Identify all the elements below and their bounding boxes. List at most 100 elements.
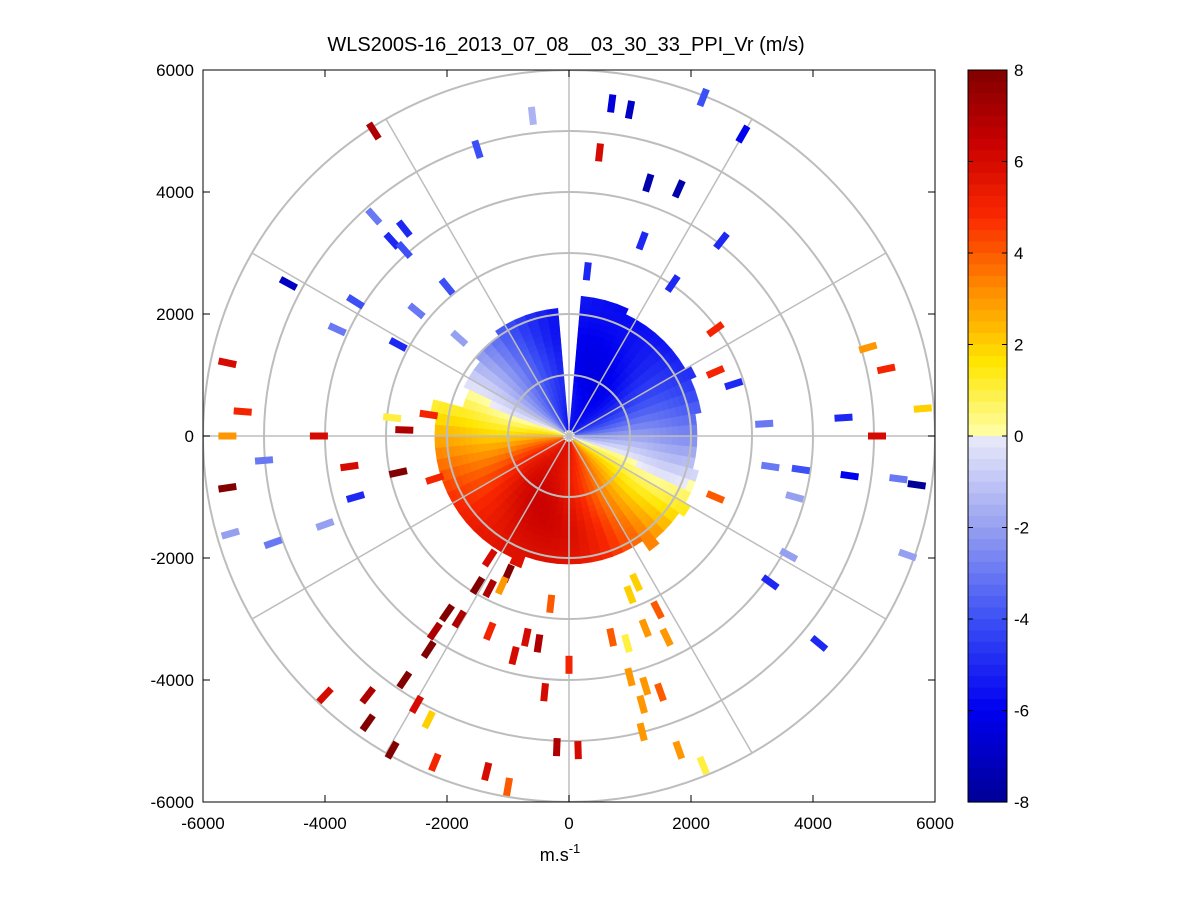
azimuth-spoke xyxy=(568,252,887,437)
core-cell xyxy=(559,538,570,547)
scatter-return xyxy=(384,740,400,760)
axes-ticks: -6000 -4000 -2000 0 2000 4000 6000 6000 4000 2000… xyxy=(151,61,954,833)
core-cell xyxy=(647,428,655,437)
x-tick-label: 6000 xyxy=(916,814,954,833)
scatter-return xyxy=(217,482,237,493)
core-cell xyxy=(495,441,504,450)
scatter-return xyxy=(913,404,933,413)
scatter-return xyxy=(607,94,617,113)
scatter-return xyxy=(654,682,667,702)
colorbar-band xyxy=(968,424,1007,437)
core-cell xyxy=(489,435,497,444)
colorbar-band xyxy=(968,504,1007,517)
scatter-return xyxy=(672,740,686,760)
scatter-return xyxy=(552,737,561,757)
scatter-return xyxy=(395,219,413,238)
colorbar-band xyxy=(968,172,1007,185)
colorbar-band xyxy=(968,367,1007,380)
colorbar-tick-label: -2 xyxy=(1014,519,1029,538)
colorbar-band xyxy=(968,641,1007,654)
scatter-return xyxy=(785,491,805,503)
x-tick-label: 4000 xyxy=(794,814,832,833)
core-cell xyxy=(495,435,503,443)
scatter-return xyxy=(388,467,408,478)
core-cell xyxy=(509,557,524,569)
colorbar-band xyxy=(968,790,1007,803)
core-cell xyxy=(665,426,674,437)
scatter-return xyxy=(642,173,655,193)
scatter-return xyxy=(533,633,544,653)
core-cell xyxy=(645,538,660,552)
scatter-return xyxy=(495,575,509,596)
colorbar-band xyxy=(968,527,1007,540)
core-cell xyxy=(574,501,583,510)
scatter-return xyxy=(639,676,652,696)
core-cell xyxy=(692,400,702,415)
colorbar xyxy=(967,69,1008,803)
core-cell xyxy=(635,429,643,437)
core-cell xyxy=(513,439,522,446)
core-cell xyxy=(659,435,667,445)
core-cell xyxy=(483,428,491,437)
colorbar-band xyxy=(968,756,1007,769)
colorbar-band xyxy=(968,92,1007,105)
core-cell xyxy=(561,508,570,516)
velocity-core-field xyxy=(430,295,702,569)
colorbar-band xyxy=(968,230,1007,243)
scatter-return xyxy=(791,464,811,475)
core-cell xyxy=(568,514,577,522)
azimuth-spoke xyxy=(385,118,570,437)
y-tick-label: 6000 xyxy=(156,61,194,80)
scatter-return xyxy=(396,670,413,690)
scatter-return xyxy=(218,432,237,440)
core-cell xyxy=(572,483,579,492)
x-axis-label-exponent: -1 xyxy=(569,841,581,856)
scatter-return xyxy=(840,470,859,481)
scatter-return xyxy=(366,121,382,141)
colorbar-tick-label: -4 xyxy=(1014,610,1029,629)
core-cell xyxy=(464,435,473,446)
x-axis-label: m.s-1 xyxy=(540,841,581,865)
y-tick-label: -4000 xyxy=(151,671,194,690)
core-cell xyxy=(560,520,570,528)
colorbar-band xyxy=(968,241,1007,254)
colorbar-band xyxy=(968,195,1007,208)
scatter-return xyxy=(421,709,436,730)
colorbar-band xyxy=(968,744,1007,757)
colorbar-band xyxy=(968,264,1007,277)
scatter-return xyxy=(451,609,467,629)
core-cell xyxy=(634,422,643,431)
scatter-return xyxy=(889,474,908,484)
core-cell xyxy=(559,380,566,389)
scatter-return xyxy=(650,600,665,620)
core-cell xyxy=(647,435,655,444)
scatter-return xyxy=(388,337,408,352)
core-cell xyxy=(483,435,491,444)
core-cell xyxy=(560,387,566,395)
core-cell xyxy=(561,393,567,401)
scatter-return xyxy=(426,621,443,641)
colorbar-band xyxy=(968,161,1007,174)
colorbar-band xyxy=(968,310,1007,323)
scatter-return xyxy=(834,413,853,422)
scatter-return xyxy=(419,409,439,420)
colorbar-band xyxy=(968,401,1007,414)
core-cell xyxy=(568,526,578,534)
colorbar-band xyxy=(968,355,1007,368)
x-tick-label: -6000 xyxy=(181,814,224,833)
scatter-return xyxy=(309,432,328,440)
scatter-return xyxy=(760,574,780,591)
core-cell xyxy=(458,426,467,437)
scatter-return xyxy=(327,322,347,337)
core-cell xyxy=(580,295,594,305)
scatter-return xyxy=(868,432,886,440)
scatter-return xyxy=(858,341,878,354)
colorbar-tick-label: 0 xyxy=(1014,427,1023,446)
core-cell xyxy=(434,446,444,460)
scatter-return xyxy=(760,461,780,472)
scatter-return xyxy=(595,143,604,162)
core-cell xyxy=(477,427,485,437)
x-axis-label-base: m.s xyxy=(540,845,569,865)
scatter-return xyxy=(527,106,537,126)
scatter-return xyxy=(425,472,445,485)
